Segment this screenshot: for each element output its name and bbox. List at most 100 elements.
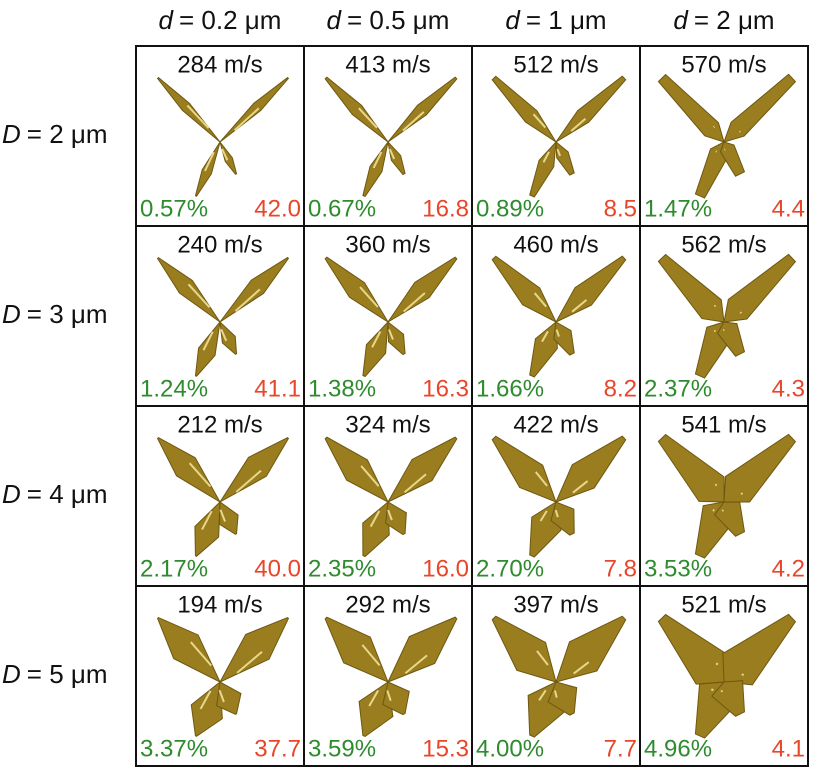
speed: 212 m/s xyxy=(177,411,262,438)
percent: 3.59% xyxy=(308,735,376,762)
arm-highlight xyxy=(721,509,724,512)
arm-highlight xyxy=(361,644,381,666)
arm xyxy=(387,320,406,356)
arm-highlight xyxy=(403,292,426,313)
speed: 194 m/s xyxy=(177,591,262,618)
arm-highlight xyxy=(713,329,716,333)
arm xyxy=(387,616,458,683)
row-label-text: = 5 μm xyxy=(27,659,108,689)
arm-highlight xyxy=(187,283,211,308)
arm-highlight xyxy=(720,689,724,693)
arm xyxy=(219,256,290,323)
arm xyxy=(555,75,627,143)
arm-highlight xyxy=(712,125,716,128)
arm xyxy=(362,500,390,558)
percent: 1.24% xyxy=(140,375,208,402)
arm-highlight xyxy=(536,650,549,666)
percent: 0.67% xyxy=(308,195,376,222)
arm-highlight xyxy=(358,107,378,129)
ratio: 4.4 xyxy=(772,195,805,222)
arm xyxy=(553,321,575,356)
column-header-text: = 2 μm xyxy=(694,5,775,35)
arm-highlight xyxy=(371,331,382,348)
ratio: 4.3 xyxy=(772,375,805,402)
speed: 240 m/s xyxy=(177,231,262,258)
tripod xyxy=(156,76,290,197)
arm-highlight xyxy=(573,661,590,675)
arm xyxy=(491,75,557,143)
row-label: D = 3 μm xyxy=(2,299,108,329)
percent: 3.53% xyxy=(644,555,712,582)
arm-highlight xyxy=(219,509,227,522)
arm xyxy=(219,436,290,503)
tripod xyxy=(156,616,290,737)
row-label-var: D xyxy=(2,479,21,509)
arm-highlight xyxy=(533,292,547,308)
arm xyxy=(554,255,627,324)
arm xyxy=(657,433,725,503)
cell-border xyxy=(639,585,809,767)
speed: 562 m/s xyxy=(681,231,766,258)
arm-highlight xyxy=(221,148,229,161)
arm xyxy=(723,73,797,143)
arm-highlight xyxy=(403,473,427,494)
arm-highlight xyxy=(570,117,587,132)
column-header: d = 2 μm xyxy=(673,5,774,35)
arm xyxy=(529,320,558,378)
tripod xyxy=(657,433,797,559)
arm xyxy=(156,616,222,684)
arm-highlight xyxy=(369,510,381,528)
arm xyxy=(386,436,458,504)
arm-highlight xyxy=(360,465,380,487)
arm-highlight xyxy=(387,509,393,521)
speed: 284 m/s xyxy=(177,51,262,78)
arm xyxy=(324,436,390,504)
row-label-var: D xyxy=(2,659,21,689)
arm-highlight xyxy=(712,509,715,512)
arm-highlight xyxy=(372,151,383,169)
arm xyxy=(190,681,223,737)
arm-highlight xyxy=(532,113,547,129)
percent: 2.37% xyxy=(644,375,712,402)
speed: 422 m/s xyxy=(513,411,598,438)
arm-highlight xyxy=(713,304,717,308)
arm-highlight xyxy=(740,492,744,495)
percent: 1.38% xyxy=(308,375,376,402)
arm xyxy=(216,681,242,715)
arm-highlight xyxy=(571,299,588,313)
arm xyxy=(156,436,222,504)
speed: 292 m/s xyxy=(345,591,430,618)
arm xyxy=(194,500,221,557)
arm xyxy=(711,680,745,717)
arm xyxy=(723,253,797,323)
percent: 2.17% xyxy=(140,555,208,582)
tripod xyxy=(156,256,290,377)
arm-highlight xyxy=(556,148,562,157)
arm-highlight xyxy=(553,690,558,698)
arm xyxy=(555,615,627,683)
arm-highlight xyxy=(710,688,714,692)
ratio: 4.1 xyxy=(772,735,805,762)
arm-highlight xyxy=(538,689,547,701)
arm-highlight xyxy=(572,480,589,494)
arm-highlight xyxy=(554,509,559,518)
ratio: 37.7 xyxy=(254,735,301,762)
arm-highlight xyxy=(542,151,550,163)
percent: 0.57% xyxy=(140,195,208,222)
ratio: 7.7 xyxy=(604,735,637,762)
arm-highlight xyxy=(233,107,260,132)
arm-highlight xyxy=(234,288,261,312)
percent: 1.47% xyxy=(644,195,712,222)
row-label-text: = 2 μm xyxy=(27,119,108,149)
tripod xyxy=(324,76,458,198)
row-label-text: = 4 μm xyxy=(27,479,108,509)
arm-highlight xyxy=(236,650,263,674)
arm-highlight xyxy=(199,690,212,710)
ratio: 16.0 xyxy=(422,555,469,582)
tripod xyxy=(324,616,458,738)
speed: 360 m/s xyxy=(345,231,430,258)
ratio: 42.0 xyxy=(254,195,301,222)
ratio: 41.1 xyxy=(254,375,301,402)
percent: 4.96% xyxy=(644,735,712,762)
